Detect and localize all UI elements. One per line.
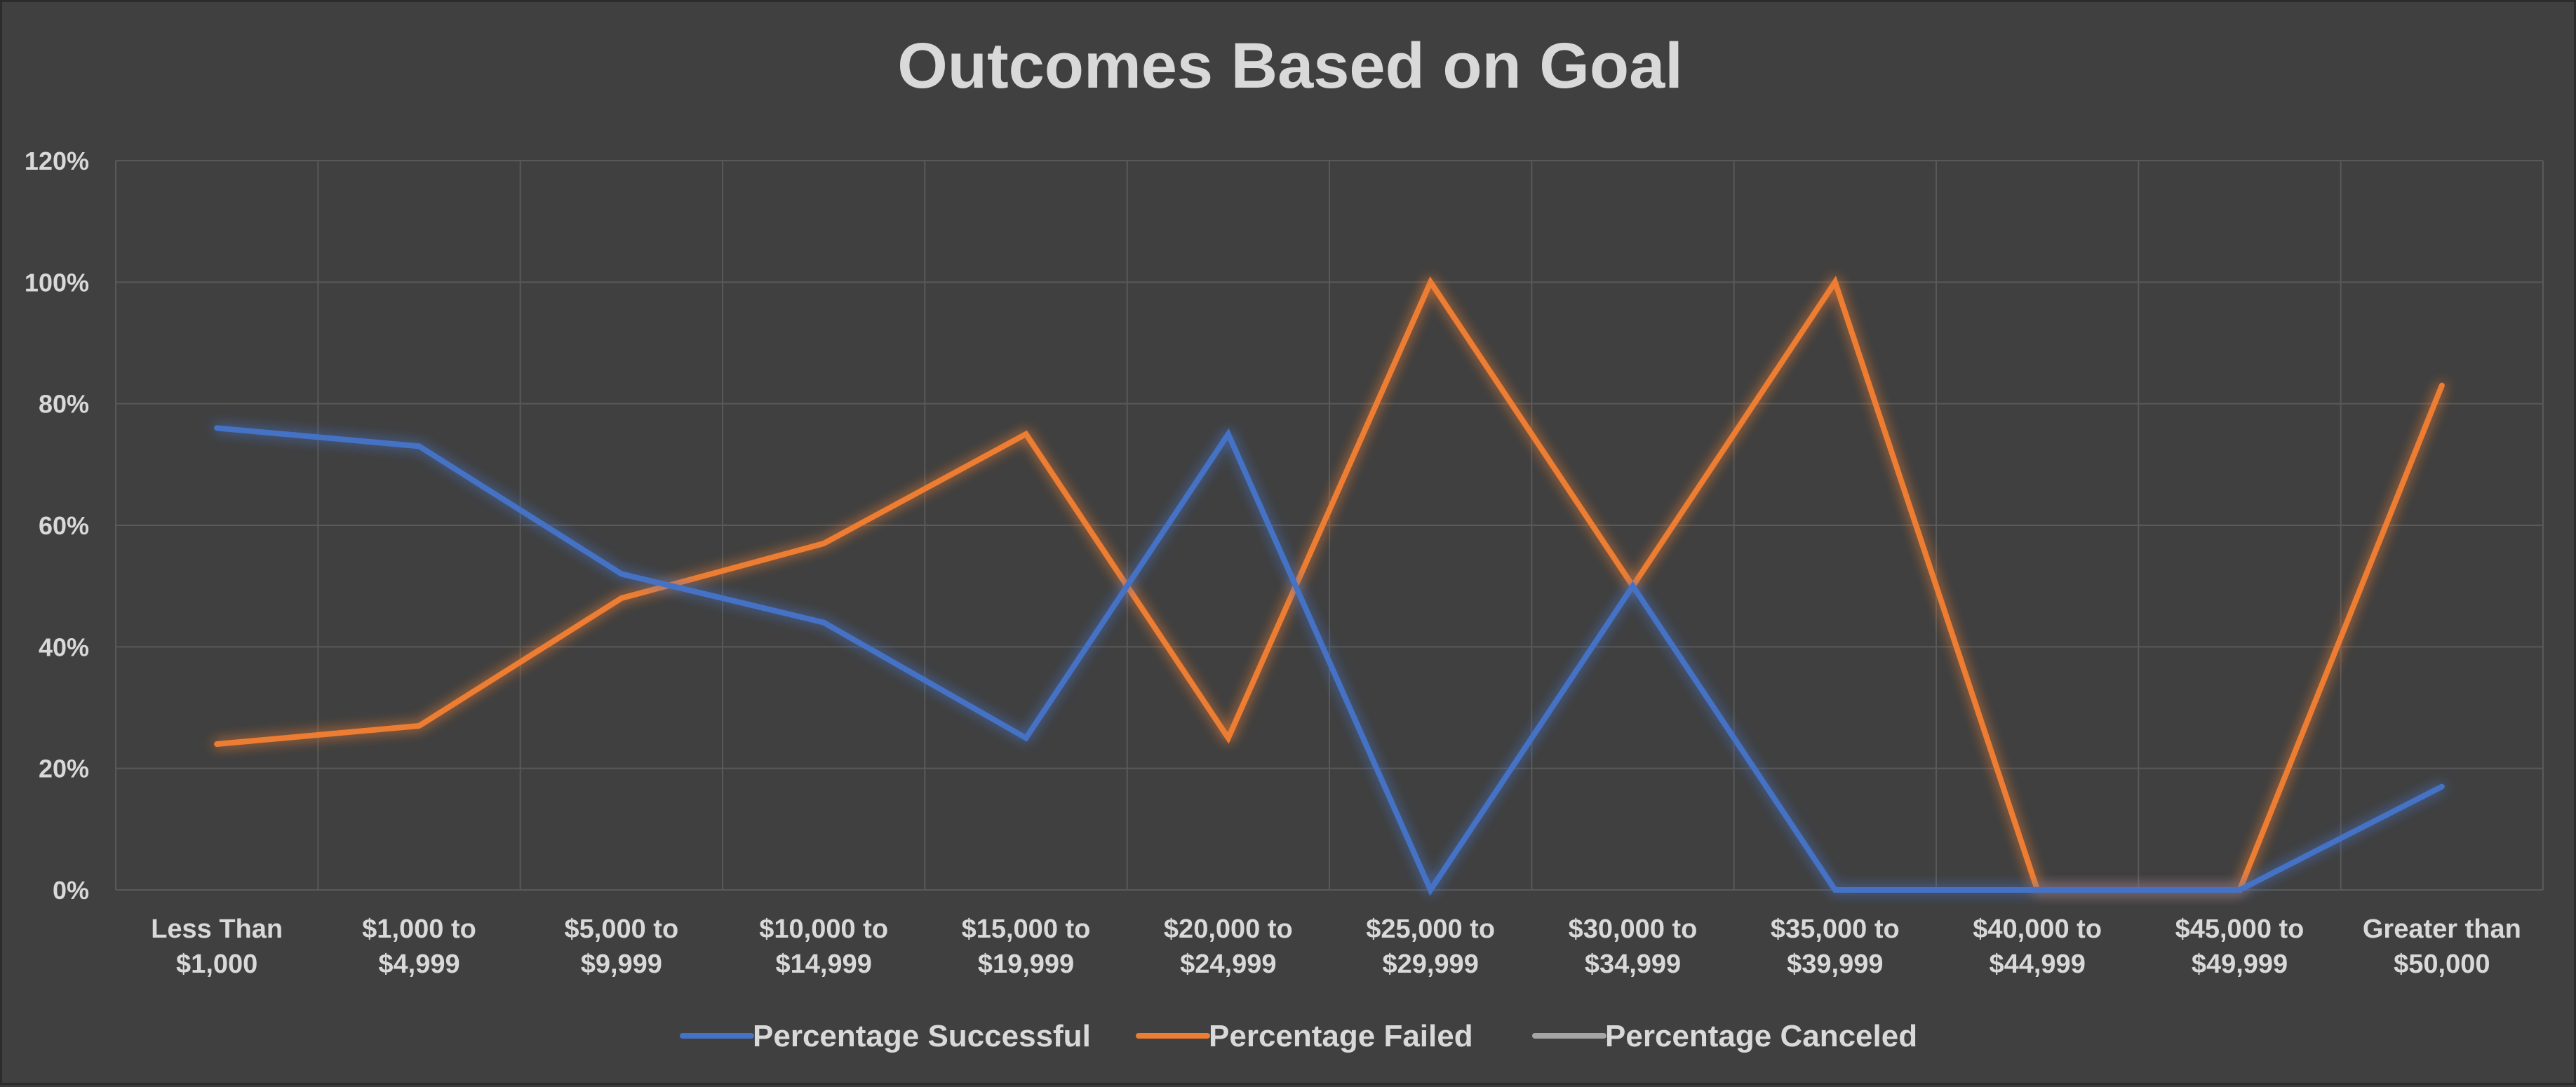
series-line-percentage-successful [214,425,2445,896]
x-tick-label: Greater than $50,000 [2363,914,2521,979]
y-tick-label: 100% [25,268,89,297]
series-lines [214,276,2445,896]
y-tick-label: 0% [53,876,89,905]
x-tick-label: Less Than $1,000 [151,914,283,979]
x-tick-label: $35,000 to $39,999 [1771,914,1900,979]
x-tick-label: $30,000 to $34,999 [1569,914,1698,979]
legend-label: Percentage Failed [1209,1019,1473,1053]
x-axis-ticks: Less Than $1,000 $1,000 to $4,999 $5,000 to $… [151,914,2521,979]
y-axis-ticks: 0% 20% 40% 60% 80% 100% 120% [25,147,89,905]
y-tick-label: 120% [25,147,89,175]
x-tick-label: $10,000 to $14,999 [759,914,888,979]
legend-label: Percentage Successful [753,1019,1091,1053]
x-tick-label: $45,000 to $49,999 [2175,914,2305,979]
chart-title: Outcomes Based on Goal [897,30,1683,102]
y-tick-label: 80% [39,390,89,419]
x-tick-label: $1,000 to $4,999 [362,914,476,979]
x-tick-label: $25,000 to $29,999 [1366,914,1495,979]
gridlines [115,160,2544,891]
y-tick-label: 40% [39,633,89,661]
y-tick-label: 60% [39,511,89,540]
x-tick-label: $20,000 to $24,999 [1164,914,1293,979]
x-tick-label: $15,000 to $19,999 [962,914,1091,979]
y-tick-label: 20% [39,755,89,783]
x-tick-label: $40,000 to $44,999 [1973,914,2102,979]
legend: Percentage Successful Percentage Failed Pe… [680,1019,1917,1053]
legend-label: Percentage Canceled [1605,1019,1917,1053]
x-tick-label: $5,000 to $9,999 [565,914,679,979]
